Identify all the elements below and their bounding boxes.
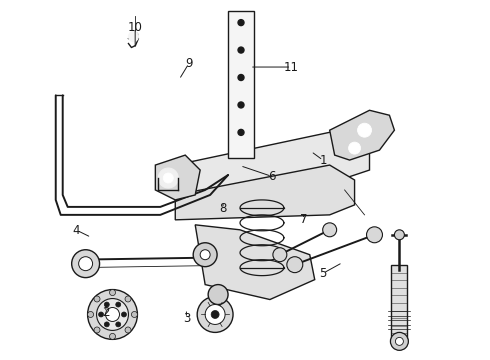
Text: 2: 2 bbox=[102, 306, 110, 319]
Circle shape bbox=[72, 250, 99, 278]
Circle shape bbox=[163, 173, 173, 183]
Circle shape bbox=[235, 140, 247, 152]
Circle shape bbox=[208, 285, 228, 305]
Circle shape bbox=[235, 85, 247, 97]
Circle shape bbox=[193, 243, 217, 267]
Circle shape bbox=[348, 142, 361, 154]
Circle shape bbox=[238, 47, 244, 53]
Text: 1: 1 bbox=[319, 154, 327, 167]
Circle shape bbox=[235, 30, 247, 42]
Circle shape bbox=[238, 20, 244, 26]
Circle shape bbox=[238, 102, 244, 108]
Circle shape bbox=[88, 311, 94, 318]
Circle shape bbox=[97, 298, 128, 330]
Circle shape bbox=[110, 333, 116, 339]
Circle shape bbox=[395, 337, 403, 345]
Circle shape bbox=[391, 332, 408, 350]
Circle shape bbox=[238, 129, 244, 135]
Text: 7: 7 bbox=[300, 213, 307, 226]
Circle shape bbox=[105, 307, 120, 321]
Text: 3: 3 bbox=[183, 311, 190, 325]
Circle shape bbox=[88, 289, 137, 339]
Circle shape bbox=[238, 75, 244, 81]
Circle shape bbox=[323, 223, 337, 237]
Circle shape bbox=[232, 14, 250, 32]
Circle shape bbox=[358, 123, 371, 137]
Circle shape bbox=[232, 68, 250, 86]
Circle shape bbox=[116, 322, 121, 327]
Polygon shape bbox=[175, 165, 355, 220]
Circle shape bbox=[158, 168, 178, 188]
Circle shape bbox=[104, 322, 109, 327]
Circle shape bbox=[367, 227, 383, 243]
Circle shape bbox=[273, 248, 287, 262]
Circle shape bbox=[131, 311, 137, 318]
Circle shape bbox=[232, 41, 250, 59]
Circle shape bbox=[104, 302, 109, 307]
Circle shape bbox=[235, 113, 247, 125]
Circle shape bbox=[125, 296, 131, 302]
Text: 5: 5 bbox=[319, 267, 327, 280]
Text: 8: 8 bbox=[220, 202, 227, 215]
Polygon shape bbox=[195, 225, 315, 300]
Text: 11: 11 bbox=[284, 60, 299, 73]
Circle shape bbox=[128, 32, 138, 41]
Polygon shape bbox=[175, 130, 369, 195]
Circle shape bbox=[232, 123, 250, 141]
Circle shape bbox=[78, 257, 93, 271]
Circle shape bbox=[235, 58, 247, 70]
Circle shape bbox=[94, 296, 100, 302]
Circle shape bbox=[125, 327, 131, 333]
Circle shape bbox=[205, 305, 225, 324]
Circle shape bbox=[232, 96, 250, 114]
Text: 6: 6 bbox=[268, 170, 275, 183]
Text: 4: 4 bbox=[73, 224, 80, 237]
Circle shape bbox=[197, 297, 233, 332]
Circle shape bbox=[200, 250, 210, 260]
Polygon shape bbox=[155, 155, 200, 200]
Bar bbox=[228, 11, 254, 158]
Circle shape bbox=[122, 312, 126, 317]
Circle shape bbox=[110, 289, 116, 296]
Circle shape bbox=[287, 257, 303, 273]
Text: 10: 10 bbox=[128, 21, 143, 34]
Circle shape bbox=[394, 230, 404, 240]
Polygon shape bbox=[330, 110, 394, 160]
Text: 9: 9 bbox=[185, 57, 193, 70]
Circle shape bbox=[116, 302, 121, 307]
Circle shape bbox=[211, 310, 219, 319]
Circle shape bbox=[98, 312, 103, 317]
Bar bbox=[392, 265, 407, 341]
Circle shape bbox=[94, 327, 100, 333]
